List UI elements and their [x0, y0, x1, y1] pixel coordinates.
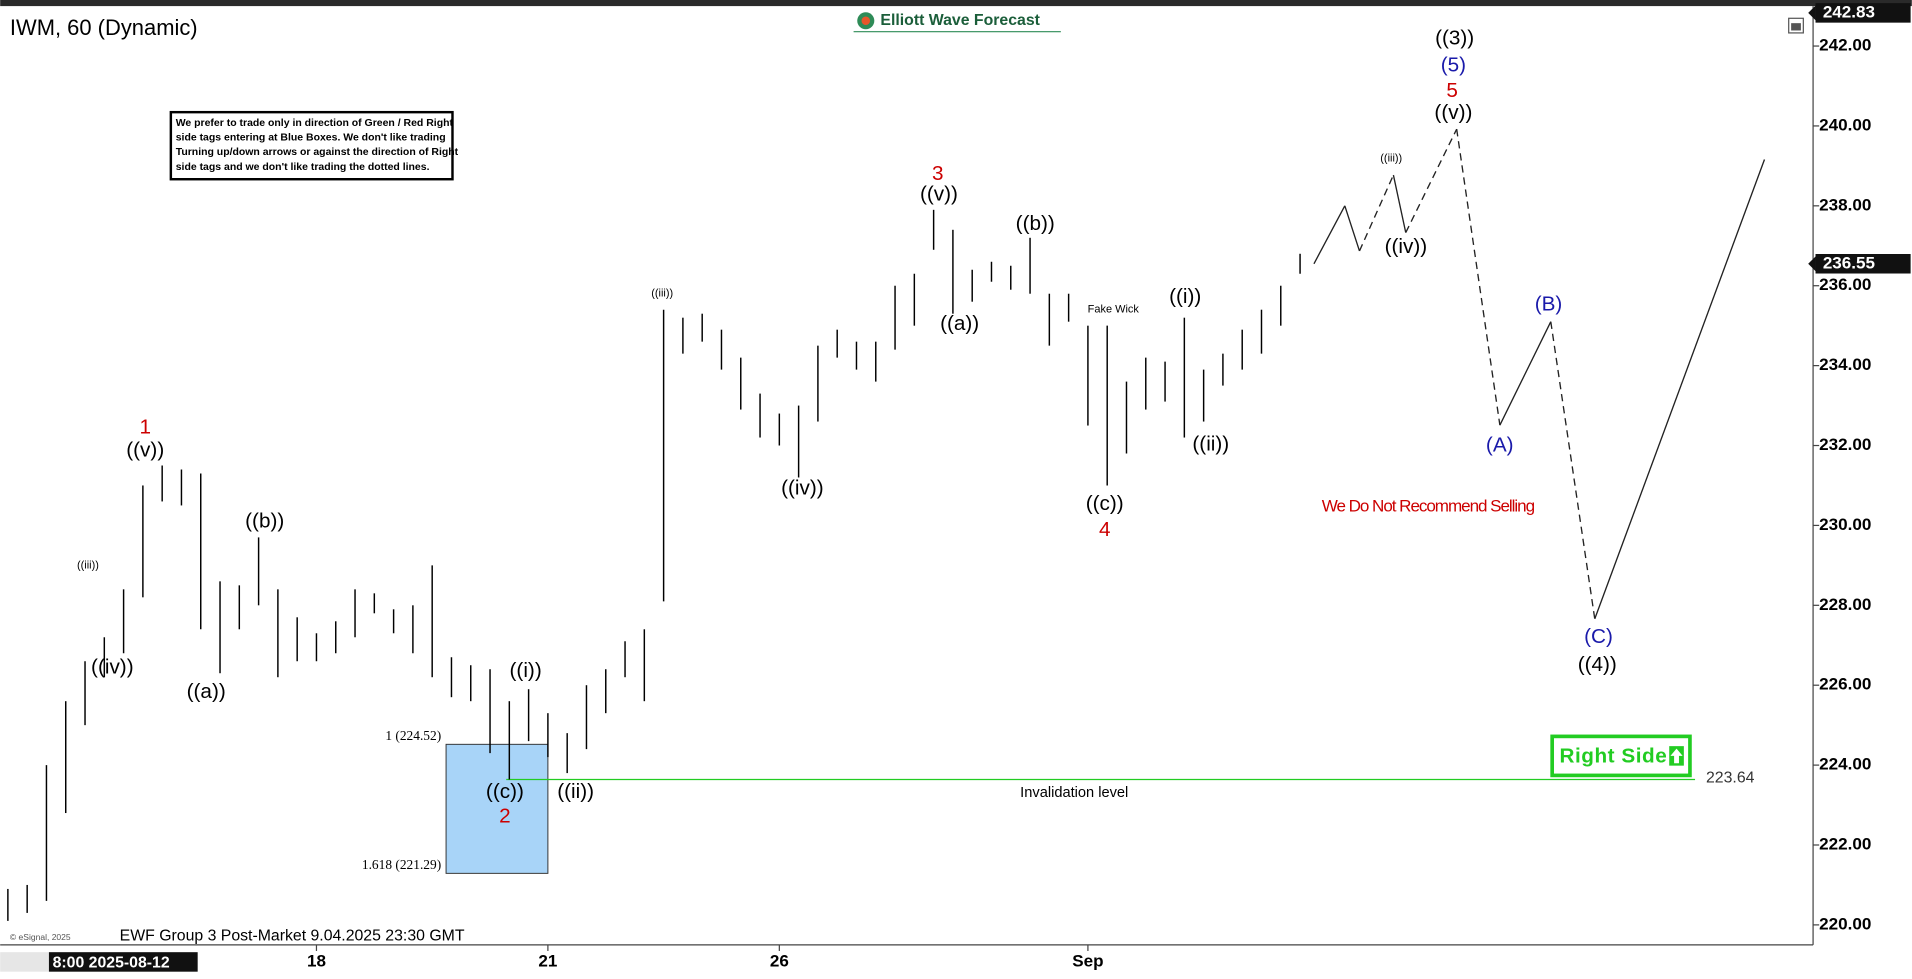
note-box — [169, 110, 454, 181]
wave-label: (B) — [1535, 292, 1563, 315]
note-line: side tags entering at Blue Boxes. We don… — [176, 133, 446, 144]
projection-segment — [1392, 174, 1407, 233]
copyright: © eSignal, 2025 — [10, 932, 71, 942]
wave-label: ((b)) — [1016, 212, 1055, 235]
wave-label: 5 — [1446, 79, 1458, 102]
x-tick-label: 18 — [307, 951, 326, 970]
projection-segment — [1344, 205, 1361, 252]
wave-label: (A) — [1486, 434, 1514, 457]
last-price-tag-pointer — [1808, 256, 1816, 272]
wave-label: 3 — [932, 162, 944, 185]
y-tick-label: 236.00 — [1819, 275, 1871, 294]
y-tick-label: 220.00 — [1819, 914, 1871, 933]
invalidation-text: Invalidation level — [1020, 785, 1128, 801]
top-price-tag-pointer — [1808, 5, 1816, 21]
fib-top-label: 1 (224.52) — [385, 728, 441, 743]
wave-label: ((b)) — [245, 509, 284, 532]
recommendation: We Do Not Recommend Selling — [1322, 497, 1535, 516]
wave-label: ((i)) — [510, 659, 542, 682]
wave-label: ((i)) — [1169, 285, 1201, 308]
x-tick-label: Sep — [1072, 951, 1103, 970]
chart-title: IWM, 60 (Dynamic) — [10, 15, 198, 40]
note-text: We prefer to trade only in direction of … — [176, 118, 459, 173]
projection-segment — [1594, 159, 1766, 620]
y-tick-label: 234.00 — [1819, 355, 1871, 374]
note-line: We prefer to trade only in direction of … — [176, 118, 454, 129]
y-tick-label: 226.00 — [1819, 675, 1871, 694]
footer: EWF Group 3 Post-Market 9.04.2025 23:30 … — [120, 928, 465, 945]
y-tick-label: 222.00 — [1819, 834, 1871, 853]
projection-segment — [1313, 205, 1346, 265]
projection-segment — [1456, 129, 1501, 426]
wave-label: 2 — [499, 804, 511, 827]
wave-label: ((c)) — [486, 780, 524, 803]
last-price-tag-box — [1815, 254, 1911, 274]
wave-label: ((iv)) — [1385, 235, 1428, 258]
y-tick-label: 224.00 — [1819, 755, 1871, 774]
note-line: Turning up/down arrows or against the di… — [176, 147, 459, 158]
y-tick-label: 228.00 — [1819, 595, 1871, 614]
x-tick-label: 21 — [538, 951, 557, 970]
y-tick-label: 230.00 — [1819, 515, 1871, 534]
fib-bottom-label: 1.618 (221.29) — [362, 857, 441, 872]
start-label-box — [48, 952, 198, 972]
projection-segment — [1550, 321, 1596, 619]
wave-label: ((iv)) — [91, 656, 134, 679]
wave-label: ((a)) — [187, 680, 226, 703]
y-tick-label: 238.00 — [1819, 195, 1871, 214]
right-side-label: Right Side — [1559, 745, 1666, 768]
wave-label: ((v)) — [920, 183, 958, 206]
top-border — [0, 0, 1912, 7]
wave-label: ((c)) — [1086, 492, 1124, 515]
wave-label: (C) — [1584, 625, 1613, 648]
brand-name: Elliott Wave Forecast — [880, 12, 1040, 29]
wave-label: 1 — [139, 415, 151, 438]
wave-label: (5) — [1441, 53, 1466, 76]
invalidation-price: 223.64 — [1706, 769, 1755, 786]
fib-box — [445, 743, 549, 874]
window-icon[interactable] — [1788, 17, 1804, 34]
y-tick-label: 242.00 — [1819, 36, 1871, 55]
start-label: 8:00 2025-08-12 — [53, 954, 170, 971]
projection-segment — [1358, 174, 1395, 252]
wave-label: 4 — [1099, 518, 1111, 541]
brand-logo: Elliott Wave Forecast — [853, 12, 1061, 33]
right-side-arrow — [1670, 748, 1683, 764]
right-side-box — [1550, 734, 1692, 778]
wave-label: ((a)) — [940, 312, 979, 335]
wave-label: ((ii)) — [557, 780, 594, 803]
logo-icon-core — [861, 16, 871, 25]
wave-label: ((iii)) — [77, 560, 99, 572]
projection-segment — [1405, 128, 1458, 233]
note-line: side tags and we don't like trading the … — [176, 162, 430, 173]
wave-label: ((ii)) — [1192, 432, 1229, 455]
last-price-tag-label: 236.55 — [1823, 253, 1875, 272]
top-price-tag-box — [1815, 3, 1911, 23]
x-tick-label: 26 — [770, 951, 789, 970]
dyn-tag — [0, 952, 49, 972]
window-icon-inner — [1791, 23, 1801, 31]
wave-label: ((v)) — [1434, 101, 1472, 124]
top-price-tag-label: 242.83 — [1823, 2, 1875, 21]
wave-label: ((iii)) — [651, 288, 673, 300]
y-tick-label: 240.00 — [1819, 115, 1871, 134]
projection-segment — [1499, 321, 1552, 426]
wave-label: ((iv)) — [781, 476, 824, 499]
wave-label: ((iii)) — [1380, 152, 1402, 164]
wave-label: ((4)) — [1578, 653, 1617, 676]
wave-label: ((3)) — [1435, 26, 1474, 49]
wave-label: ((v)) — [126, 439, 164, 462]
y-tick-label: 232.00 — [1819, 435, 1871, 454]
wave-label: Fake Wick — [1088, 304, 1140, 316]
